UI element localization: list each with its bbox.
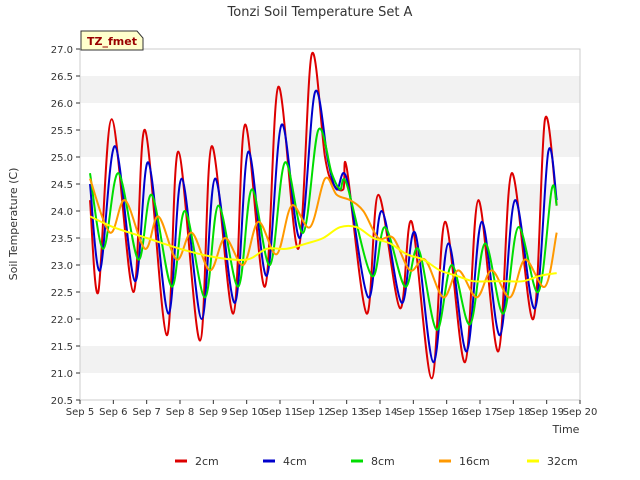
series-line-4cm <box>89 89 558 364</box>
y-axis-label: Soil Temperature (C) <box>7 168 20 281</box>
x-tick-label: Sep 11 <box>263 407 298 418</box>
x-tick-label: Sep 14 <box>363 407 398 418</box>
x-tick-label: Sep 17 <box>463 407 498 418</box>
x-tick-label: Sep 18 <box>496 407 531 418</box>
y-tick-label: 25.0 <box>51 153 73 164</box>
tz-badge: TZ_fmet <box>80 30 144 51</box>
y-axis: 20.5 21.0 21.5 22.0 22.5 23.0 23.5 24.0 24.5 25.0… <box>51 45 80 407</box>
grid-band <box>80 76 580 103</box>
x-tick-label: Sep 9 <box>199 407 227 418</box>
x-tick-label: Sep 20 <box>563 407 598 418</box>
legend-label-8cm: 8cm <box>371 455 395 468</box>
y-tick-label: 20.5 <box>51 396 73 407</box>
grid-band <box>80 103 580 130</box>
y-tick-label: 23.5 <box>51 234 73 245</box>
legend-label-32cm: 32cm <box>547 455 578 468</box>
series-line-8cm <box>89 127 558 331</box>
legend: 2cm 4cm 8cm 16cm 32cm <box>175 455 578 468</box>
y-tick-label: 26.0 <box>51 99 73 110</box>
x-tick-label: Sep 15 <box>396 407 431 418</box>
grid-band <box>80 346 580 373</box>
y-tick-label: 24.5 <box>51 180 73 191</box>
y-tick-label: 22.0 <box>51 315 73 326</box>
y-tick-label: 27.0 <box>51 45 73 56</box>
series-line-16cm <box>89 176 558 299</box>
series-line-32cm <box>89 215 557 283</box>
y-tick-label: 21.0 <box>51 369 73 380</box>
tz-badge-label: TZ_fmet <box>87 35 137 48</box>
x-tick-label: Sep 6 <box>99 407 127 418</box>
x-tick-label: Sep 16 <box>429 407 464 418</box>
x-tick-label: Sep 10 <box>229 407 264 418</box>
grid-band <box>80 373 580 400</box>
y-tick-label: 21.5 <box>51 342 73 353</box>
tz-badge-box <box>80 30 144 51</box>
x-tick-label: Sep 12 <box>296 407 331 418</box>
x-tick-label: Sep 7 <box>132 407 160 418</box>
x-tick-label: Sep 13 <box>329 407 364 418</box>
y-tick-label: 26.5 <box>51 72 73 83</box>
grid-band <box>80 130 580 157</box>
x-tick-label: Sep 5 <box>66 407 94 418</box>
legend-label-16cm: 16cm <box>459 455 490 468</box>
x-tick-label: Sep 8 <box>166 407 194 418</box>
grid-band <box>80 49 580 76</box>
y-tick-label: 22.5 <box>51 288 73 299</box>
series-lines <box>89 51 558 380</box>
grid-band <box>80 319 580 346</box>
x-tick-label: Sep 19 <box>529 407 564 418</box>
legend-label-4cm: 4cm <box>283 455 307 468</box>
chart-title: Tonzi Soil Temperature Set A <box>227 5 413 20</box>
y-tick-label: 24.0 <box>51 207 73 218</box>
x-axis-label: Time <box>552 423 580 436</box>
y-tick-label: 25.5 <box>51 126 73 137</box>
grid-band <box>80 184 580 211</box>
y-tick-label: 23.0 <box>51 261 73 272</box>
legend-label-2cm: 2cm <box>195 455 219 468</box>
plot-area <box>79 48 581 401</box>
